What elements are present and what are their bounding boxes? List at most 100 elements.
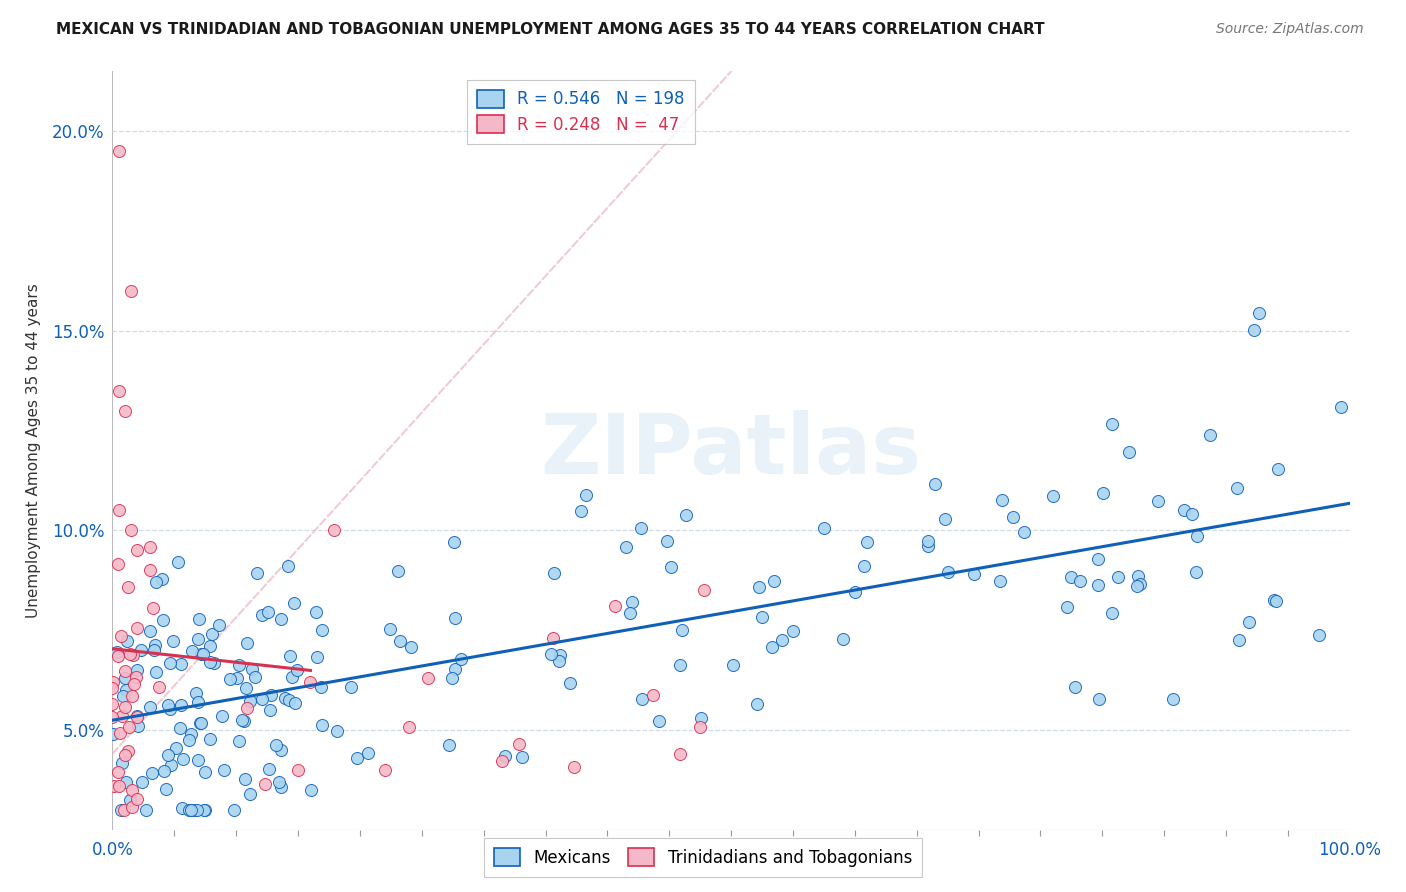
Text: MEXICAN VS TRINIDADIAN AND TOBAGONIAN UNEMPLOYMENT AMONG AGES 35 TO 44 YEARS COR: MEXICAN VS TRINIDADIAN AND TOBAGONIAN UN… (56, 22, 1045, 37)
Point (211, 709, 233, 723)
Text: Source: ZipAtlas.com: Source: ZipAtlas.com (1216, 22, 1364, 37)
Point (101, 681, 124, 695)
Point (107, 648, 129, 663)
Point (172, 752, 194, 766)
Point (853, 559, 876, 574)
Point (917, 534, 939, 549)
Point (111, 709, 134, 723)
Point (270, 780, 292, 794)
Point (287, 763, 309, 777)
Point (107, 503, 129, 517)
Point (240, 662, 263, 676)
Point (723, 657, 745, 672)
Point (117, 580, 139, 594)
Point (751, 610, 773, 624)
Point (1087, 552, 1109, 566)
Point (159, 656, 181, 670)
Point (110, 629, 132, 643)
Point (139, 624, 162, 638)
Point (648, 714, 671, 729)
Point (323, 523, 346, 537)
Point (280, 670, 302, 684)
Point (991, 493, 1014, 508)
Point (131, 774, 153, 789)
Point (148, 680, 170, 694)
Point (187, 753, 209, 767)
Point (761, 640, 783, 654)
Point (233, 714, 256, 729)
Point (225, 671, 247, 685)
Point (139, 699, 162, 714)
Point (125, 709, 148, 723)
Point (186, 686, 208, 700)
Point (416, 671, 439, 685)
Point (143, 638, 166, 652)
Legend: R = 0.546   N = 198, R = 0.248   N =  47: R = 0.546 N = 198, R = 0.248 N = 47 (467, 79, 695, 144)
Point (152, 613, 174, 627)
Point (107, 558, 129, 572)
Point (107, 384, 129, 398)
Point (108, 779, 131, 793)
Point (120, 284, 142, 298)
Point (162, 634, 184, 648)
Point (142, 601, 165, 615)
Point (125, 669, 148, 683)
Point (443, 662, 465, 676)
Point (121, 783, 143, 797)
Point (257, 606, 280, 620)
Point (936, 566, 959, 580)
Point (541, 632, 564, 646)
Point (156, 748, 179, 763)
Legend: Mexicans, Trinidadians and Tobagonians: Mexicans, Trinidadians and Tobagonians (484, 838, 922, 877)
Point (748, 580, 770, 594)
Point (1056, 600, 1078, 615)
Point (105, 645, 128, 659)
Point (387, 564, 409, 578)
Point (259, 703, 281, 717)
Point (150, 573, 173, 587)
Point (114, 774, 136, 789)
Point (101, 697, 124, 711)
Point (346, 750, 368, 764)
Point (1069, 574, 1091, 588)
Point (179, 803, 201, 817)
Point (267, 775, 290, 789)
Point (198, 640, 221, 654)
Point (1087, 692, 1109, 706)
Point (444, 611, 467, 625)
Point (180, 803, 202, 817)
Point (782, 624, 804, 639)
Point (187, 695, 209, 709)
Point (1147, 494, 1170, 508)
Point (689, 720, 711, 734)
Point (630, 692, 652, 706)
Point (122, 677, 145, 691)
Point (159, 702, 181, 716)
Point (135, 803, 157, 817)
Point (1243, 323, 1265, 337)
Point (569, 504, 592, 518)
Point (1185, 529, 1208, 543)
Point (963, 566, 986, 581)
Point (1173, 503, 1195, 517)
Point (1014, 524, 1036, 539)
Point (1247, 306, 1270, 320)
Point (167, 555, 190, 569)
Point (141, 766, 163, 780)
Point (307, 650, 329, 665)
Point (1060, 570, 1083, 584)
Point (110, 803, 132, 817)
Point (311, 718, 333, 732)
Point (605, 599, 627, 613)
Point (299, 675, 322, 690)
Point (179, 733, 201, 747)
Point (120, 647, 142, 661)
Point (233, 772, 256, 786)
Point (118, 720, 141, 734)
Point (260, 688, 283, 702)
Point (114, 665, 136, 679)
Point (188, 612, 211, 626)
Point (988, 574, 1011, 588)
Point (1308, 628, 1330, 642)
Point (159, 758, 181, 772)
